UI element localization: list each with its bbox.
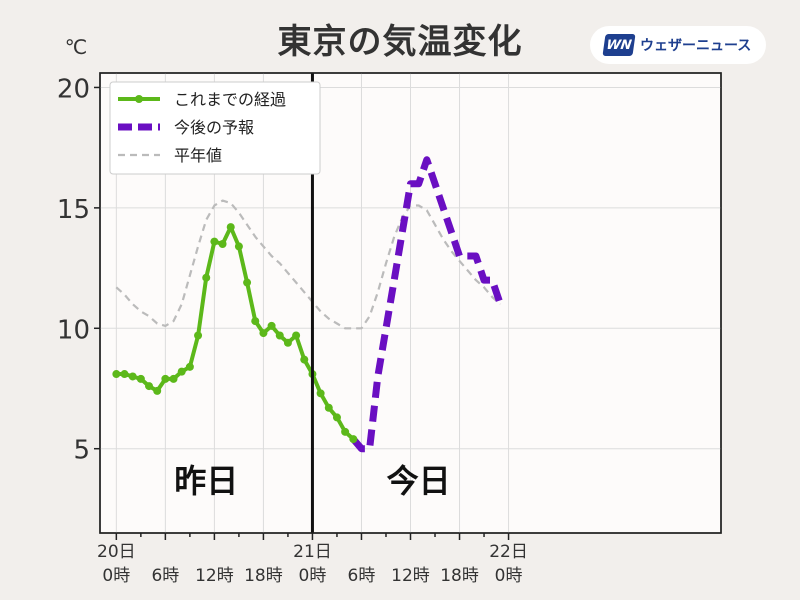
data-point (194, 331, 203, 340)
data-point (202, 273, 211, 282)
data-point (169, 374, 178, 383)
x-tick-hour-label: 18時 (440, 566, 479, 586)
x-tick-hour-label: 0時 (299, 566, 327, 586)
x-tick-day-label: 21日 (293, 542, 332, 562)
data-point (153, 386, 162, 395)
y-tick-label: 15 (57, 195, 90, 225)
data-point (275, 331, 284, 340)
weathernews-logo: WN ウェザーニュース (590, 26, 766, 64)
data-point (243, 278, 252, 287)
data-point (341, 427, 350, 436)
y-tick-label: 5 (73, 436, 90, 466)
legend-label-2: 平年値 (174, 146, 222, 165)
day-label: 昨日 (174, 462, 238, 500)
x-tick-hour-label: 12時 (391, 566, 430, 586)
data-point (218, 239, 227, 248)
data-point (120, 370, 129, 379)
data-point (259, 329, 268, 338)
x-tick-day-label: 20日 (97, 542, 136, 562)
data-point (251, 317, 260, 326)
data-point (226, 223, 235, 232)
data-point (292, 331, 301, 340)
x-tick-hour-label: 6時 (348, 566, 376, 586)
legend-label-1: 今後の予報 (174, 118, 254, 137)
data-point (185, 362, 194, 371)
day-label: 今日 (387, 462, 451, 500)
x-tick-hour-label: 6時 (151, 566, 179, 586)
brand-name: ウェザーニュース (640, 38, 752, 54)
series-line-1 (350, 156, 504, 453)
x-tick-hour-label: 0時 (102, 566, 130, 586)
x-tick-hour-label: 12時 (195, 566, 234, 586)
data-point (112, 370, 121, 379)
x-tick-day-label: 22日 (489, 542, 528, 562)
axes-layer: 5 10 15 20 ℃ 20日 0時 6時 12時 18時 21日 0時 6時 12時 18時 22日 0時 昨… (57, 35, 722, 586)
data-point (316, 389, 325, 398)
data-point (177, 367, 186, 376)
data-point (128, 372, 137, 381)
data-point (283, 338, 292, 347)
data-point (267, 321, 276, 330)
x-tick-hour-label: 0時 (495, 566, 523, 586)
data-point (332, 413, 341, 422)
data-point (324, 403, 333, 412)
chart-title: 東京の気温変化 (277, 22, 523, 62)
data-point (300, 355, 309, 364)
y-tick-label: 10 (57, 315, 90, 345)
legend-box (109, 81, 321, 175)
legend-marker (135, 95, 143, 103)
y-tick-label: 20 (57, 74, 90, 104)
data-point (349, 435, 358, 444)
data-point (145, 382, 154, 391)
y-axis-unit: ℃ (65, 35, 87, 59)
legend-label-0: これまでの経過 (174, 90, 286, 109)
data-point (210, 237, 219, 246)
data-point (234, 242, 243, 251)
series-line-2 (115, 199, 502, 330)
data-point (136, 374, 145, 383)
x-tick-hour-label: 18時 (244, 566, 283, 586)
data-point (161, 374, 170, 383)
